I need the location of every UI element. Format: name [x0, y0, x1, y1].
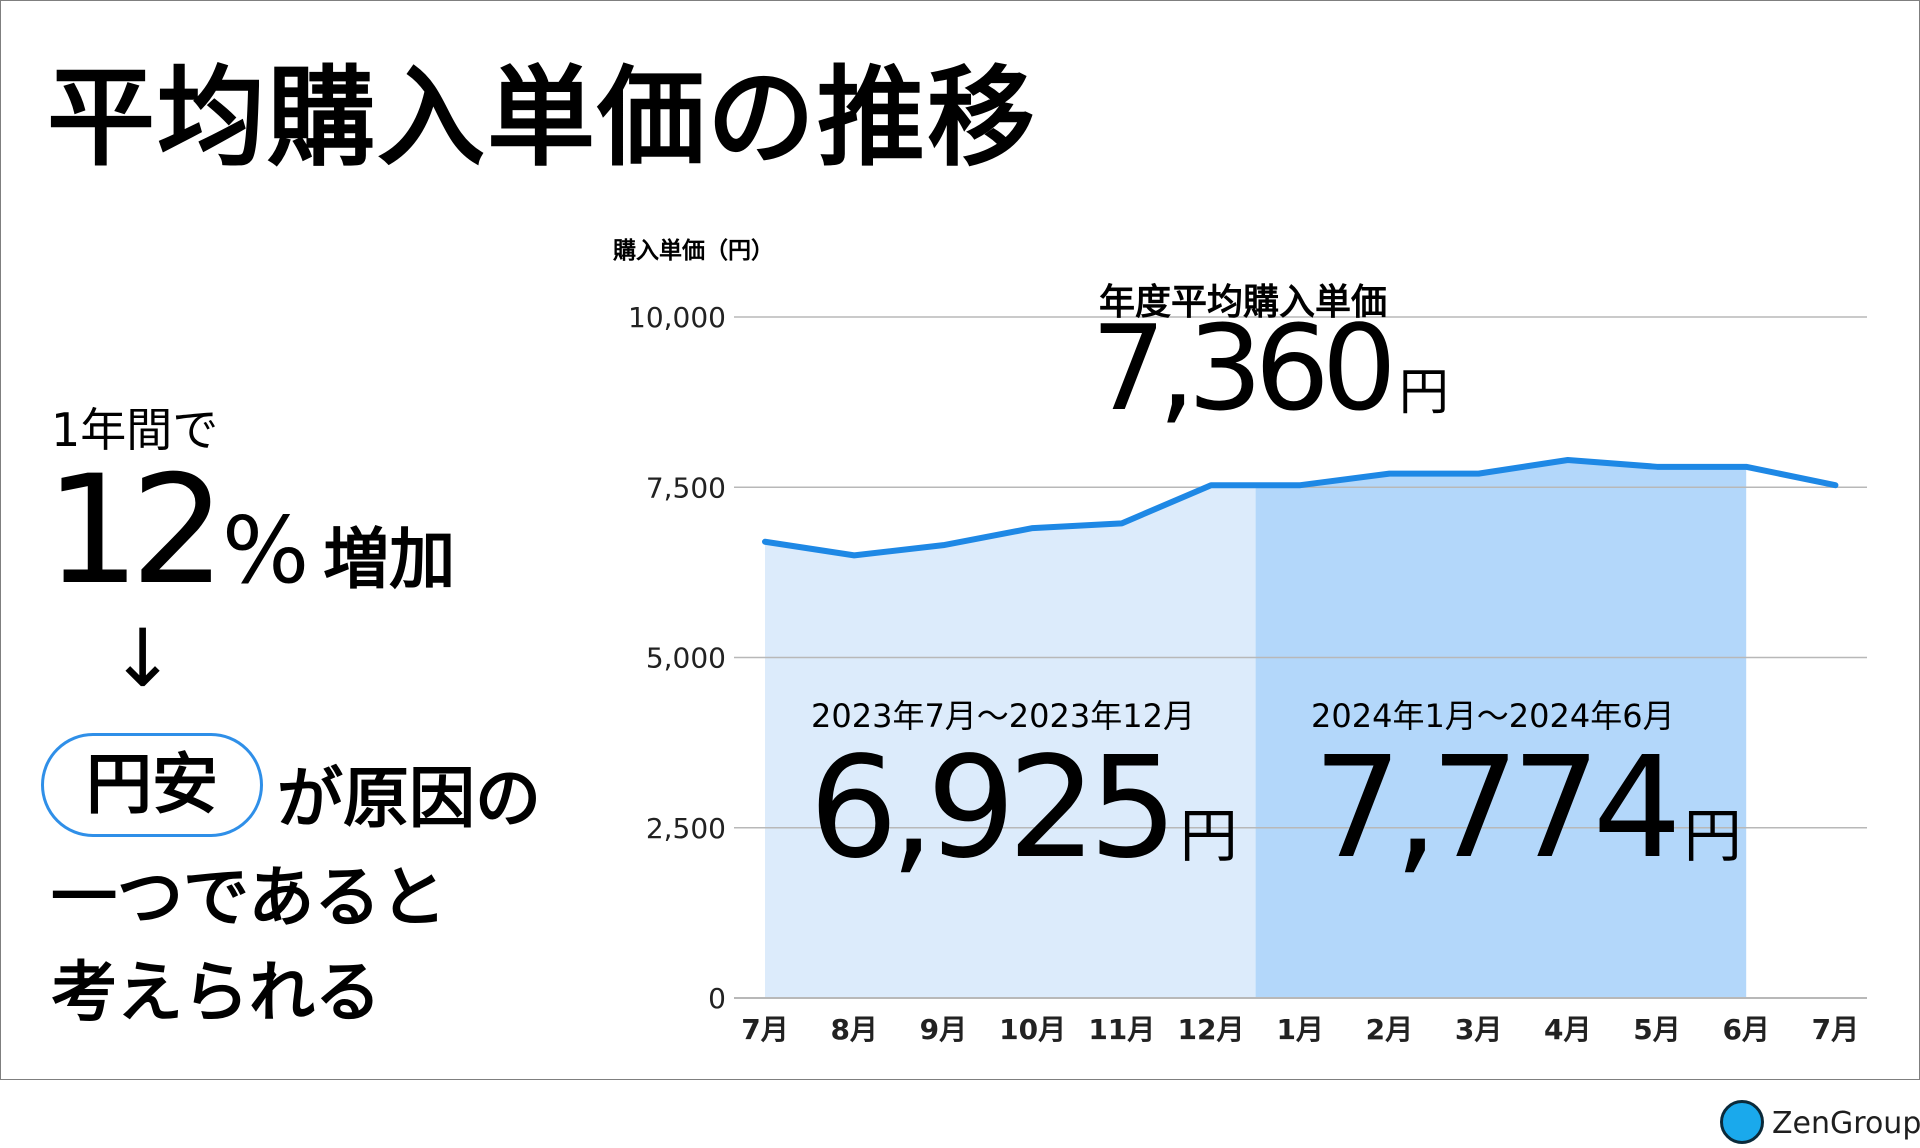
y-tick-label: 7,500	[646, 471, 726, 504]
x-tick-label: 10月	[999, 1013, 1066, 1046]
annual-average-value: 7,360 円	[1091, 309, 1449, 427]
line-chart: 0 2,500 5,000 7,500 10,000 7月 8月 9月 10月 11月 12月 1月 2…	[628, 301, 1867, 1046]
y-tick-label: 2,500	[646, 812, 726, 845]
percent-sign: %	[221, 497, 310, 604]
percent-word: 増加	[323, 521, 456, 598]
y-axis-title: 購入単価（円）	[613, 238, 774, 264]
period-2-area	[1255, 460, 1747, 998]
x-tick-label: 5月	[1633, 1013, 1680, 1046]
x-tick-label: 9月	[920, 1013, 967, 1046]
infographic-card: 平均購入単価の推移 1年間で 12% 増加 ↓ 円安 が原因の 一つであると 考え…	[0, 0, 1920, 1080]
x-tick-label: 11月	[1088, 1013, 1155, 1046]
x-tick-label: 2月	[1366, 1013, 1413, 1046]
x-tick-label: 7月	[741, 1013, 788, 1046]
period-1-label: 2023年7月～2023年12月	[811, 697, 1195, 735]
x-tick-label: 8月	[830, 1013, 877, 1046]
logo-circle-icon	[1720, 1100, 1764, 1144]
arrow-down-icon: ↓	[109, 612, 177, 705]
percent-increase: 12% 増加	[45, 456, 455, 606]
x-tick-label: 12月	[1178, 1013, 1245, 1046]
x-tick-label: 6月	[1722, 1013, 1769, 1046]
period-2-label: 2024年1月～2024年6月	[1311, 697, 1675, 735]
cause-line-3: 考えられる	[51, 954, 381, 1031]
cause-line-2: 一つであると	[51, 859, 447, 936]
y-tick-label: 5,000	[646, 642, 726, 675]
y-tick-label: 10,000	[628, 301, 726, 334]
annual-average-number: 7,360	[1091, 299, 1397, 437]
x-tick-label: 1月	[1276, 1013, 1323, 1046]
x-tick-label: 3月	[1455, 1013, 1502, 1046]
period-1-value: 6,925 円	[809, 739, 1238, 879]
period-2-unit: 円	[1683, 802, 1742, 870]
annual-average-label: 年度平均購入単価	[1099, 282, 1388, 323]
x-tick-label: 4月	[1544, 1013, 1591, 1046]
period-2-value: 7,774 円	[1313, 739, 1742, 879]
period-1-number: 6,925	[809, 727, 1178, 890]
page-title: 平均購入単価の推移	[47, 56, 1038, 181]
percent-value: 12	[45, 444, 226, 618]
x-tick-label: 7月	[1812, 1013, 1859, 1046]
period-2-number: 7,774	[1313, 727, 1682, 890]
period-1-unit: 円	[1179, 802, 1238, 870]
cause-highlight-pill: 円安	[41, 733, 263, 837]
logo-text: ZenGroup	[1772, 1106, 1920, 1141]
series-line	[762, 457, 1839, 559]
annual-average-unit: 円	[1398, 363, 1449, 421]
intro-text: 1年間で	[51, 403, 219, 457]
y-tick-label: 0	[708, 982, 726, 1015]
cause-text: が原因の	[277, 760, 541, 837]
period-1-area	[765, 485, 1256, 998]
